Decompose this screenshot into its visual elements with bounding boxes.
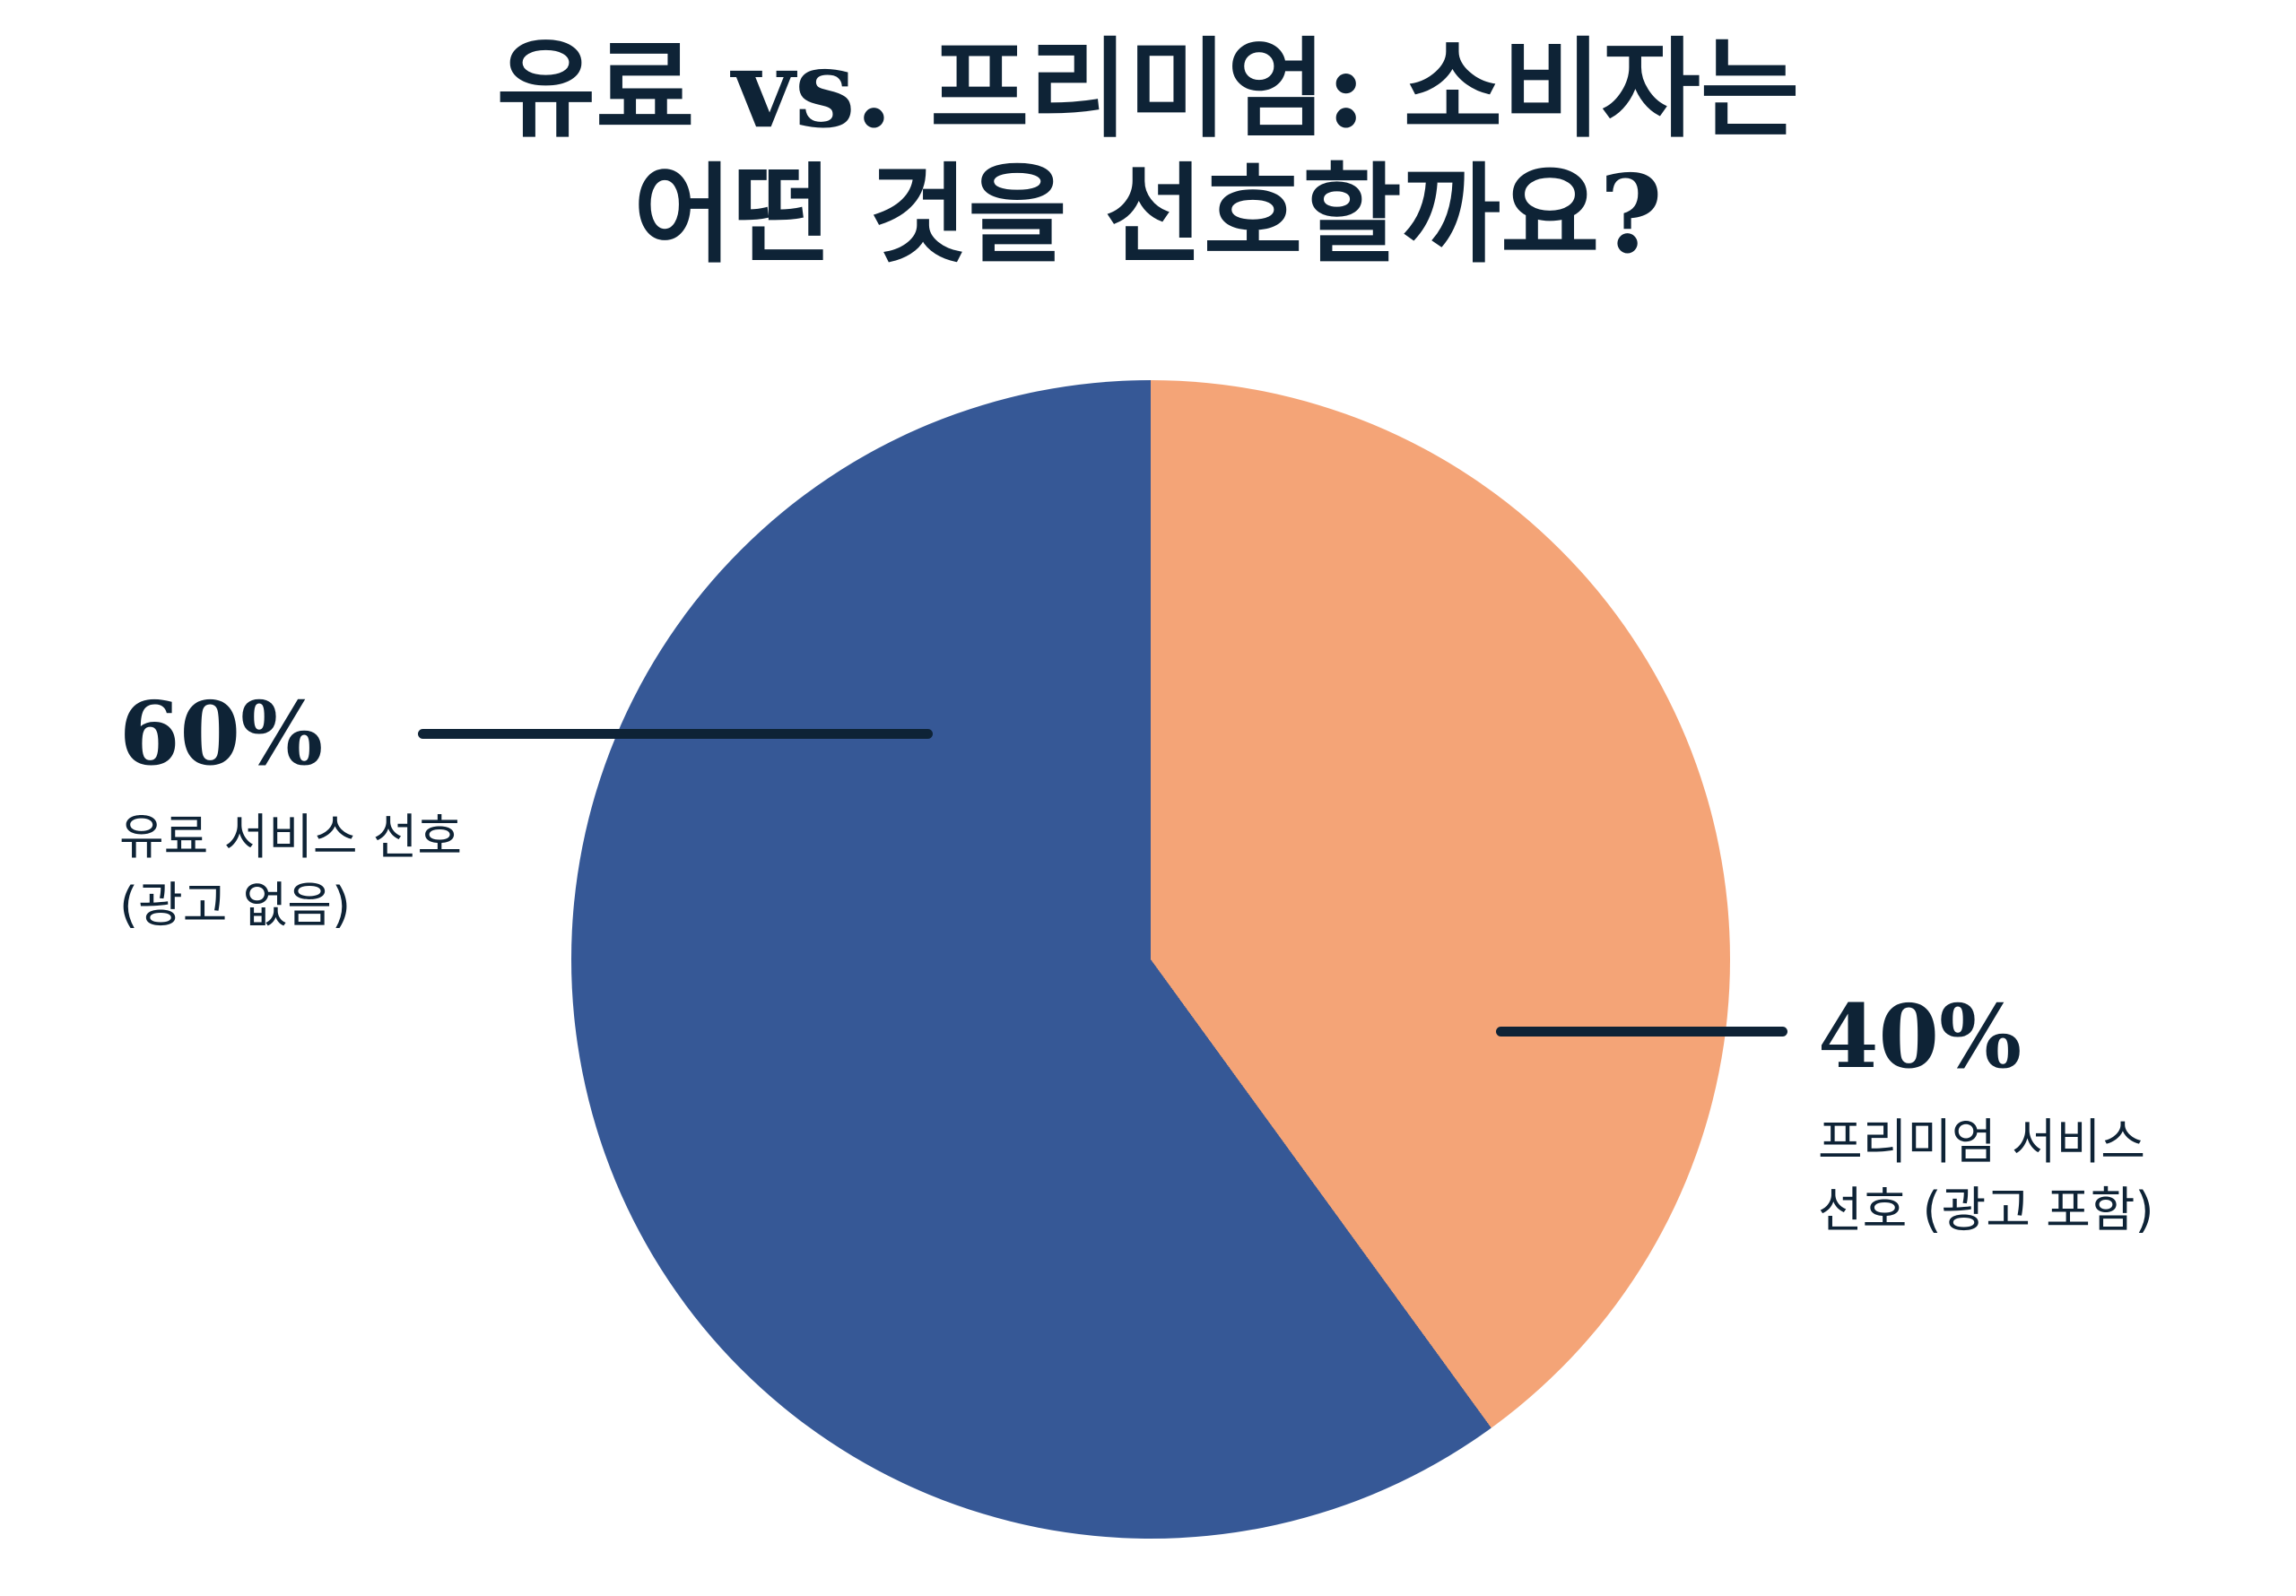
paid-description: 유료 서비스 선호 (광고 없음) [119,803,462,940]
paid-description-line1: 유료 서비스 선호 [119,809,463,865]
chart-title: 유료 vs. 프리미엄: 소비자는 어떤 것을 선호할까요? [0,27,2296,278]
chart-title-line2: 어떤 것을 선호할까요? [633,152,1663,278]
callout-line-freemium [1496,1027,1787,1037]
freemium-description: 프리미엄 서비스 선호 (광고 포함) [1818,1108,2154,1245]
pie-chart [571,380,1730,1539]
paid-description-line2: (광고 없음) [119,877,352,933]
freemium-description-line1: 프리미엄 서비스 [1818,1114,2145,1170]
freemium-percent-label: 40% [1818,985,2022,1088]
callout-line-paid [418,729,933,739]
freemium-description-line2: 선호 (광고 포함) [1818,1182,2154,1238]
paid-percent-label: 60% [119,682,324,785]
chart-title-line1: 유료 vs. 프리미엄: 소비자는 [496,26,1800,152]
